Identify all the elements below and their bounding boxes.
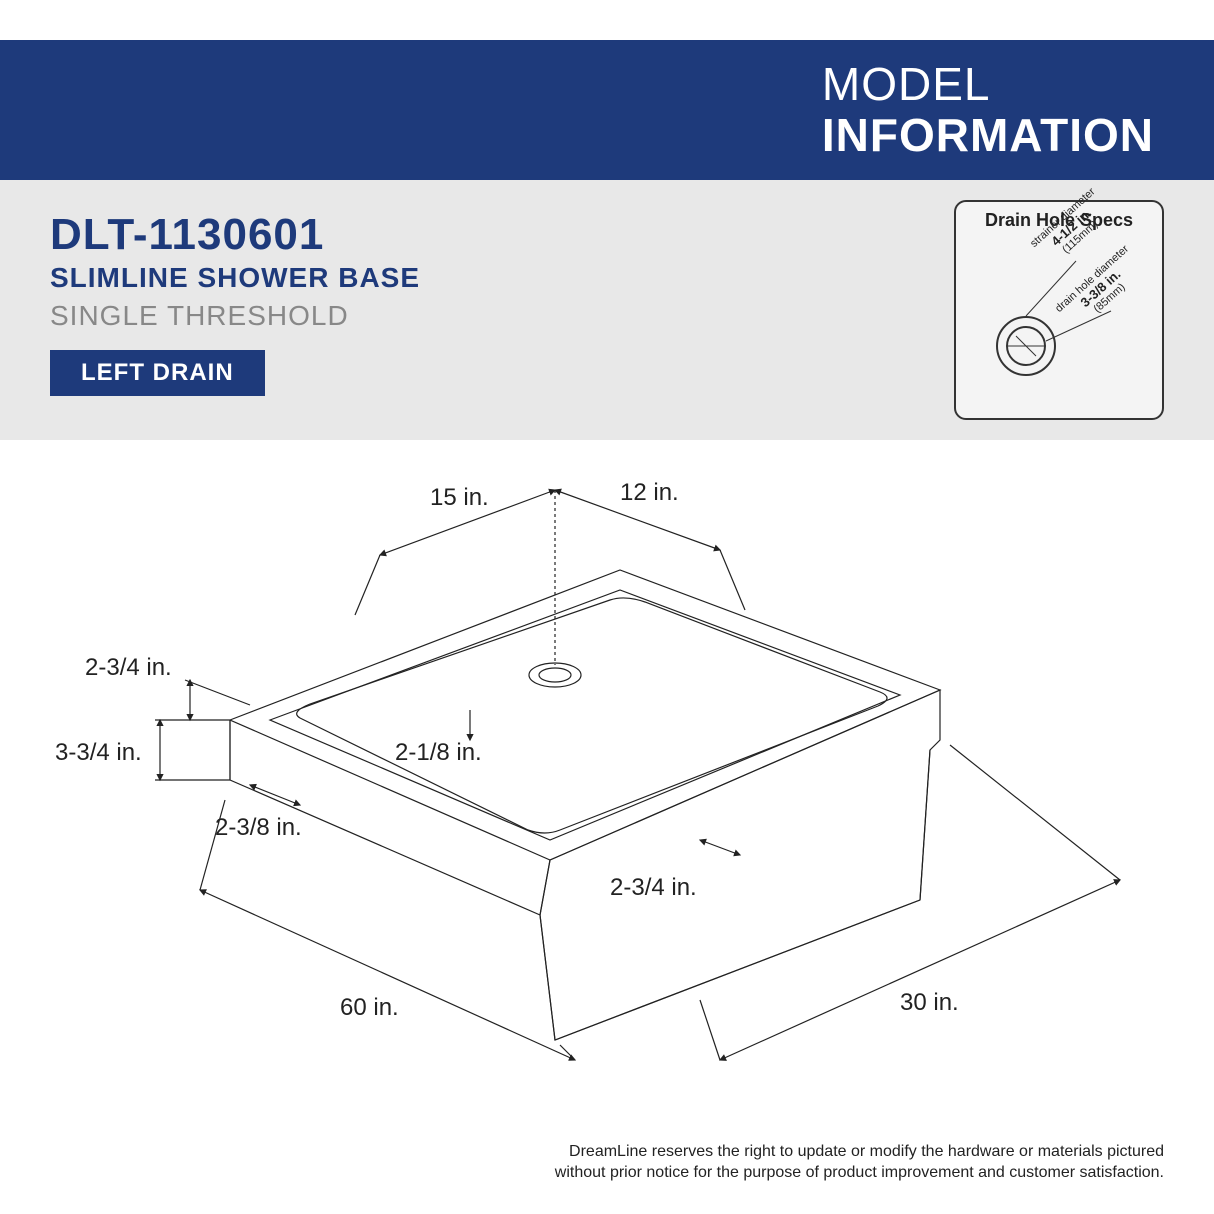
diagram-area: 15 in. 12 in. 2-3/4 in. 3-3/4 in. 2-3/8 … — [0, 440, 1214, 1120]
dim-inner-right: 2-3/4 in. — [610, 874, 697, 901]
model-subtitle: SINGLE THRESHOLD — [50, 300, 420, 332]
header-band: MODEL INFORMATION — [0, 40, 1214, 180]
header-line2: INFORMATION — [822, 109, 1154, 161]
dim-top-right: 12 in. — [620, 479, 679, 506]
model-block: DLT-1130601 SLIMLINE SHOWER BASE SINGLE … — [50, 210, 420, 396]
dim-bottom-left: 60 in. — [340, 994, 399, 1021]
header-line1: MODEL — [822, 58, 991, 110]
spec-diagram: strainer diameter 4-1/2 in. (115mm) drai… — [956, 231, 1162, 406]
footer-line2: without prior notice for the purpose of … — [555, 1164, 1164, 1181]
shower-base-diagram: 15 in. 12 in. 2-3/4 in. 3-3/4 in. 2-3/8 … — [0, 440, 1214, 1120]
dim-inner-left: 2-3/8 in. — [215, 814, 302, 841]
drain-spec-box: Drain Hole Specs strainer diameter 4-1/2… — [954, 200, 1164, 420]
dim-inner-center: 2-1/8 in. — [395, 739, 482, 766]
dim-top-left: 15 in. — [430, 484, 489, 511]
model-name: SLIMLINE SHOWER BASE — [50, 262, 420, 294]
info-band: DLT-1130601 SLIMLINE SHOWER BASE SINGLE … — [0, 180, 1214, 440]
footer-disclaimer: DreamLine reserves the right to update o… — [384, 1142, 1164, 1184]
model-number: DLT-1130601 — [50, 210, 420, 260]
footer-line1: DreamLine reserves the right to update o… — [569, 1143, 1164, 1160]
dim-left-upper: 2-3/4 in. — [85, 654, 172, 681]
dim-left-lower: 3-3/4 in. — [55, 739, 142, 766]
header-title: MODEL INFORMATION — [822, 59, 1154, 160]
drain-badge: LEFT DRAIN — [50, 350, 265, 396]
dim-bottom-right: 30 in. — [900, 989, 959, 1016]
